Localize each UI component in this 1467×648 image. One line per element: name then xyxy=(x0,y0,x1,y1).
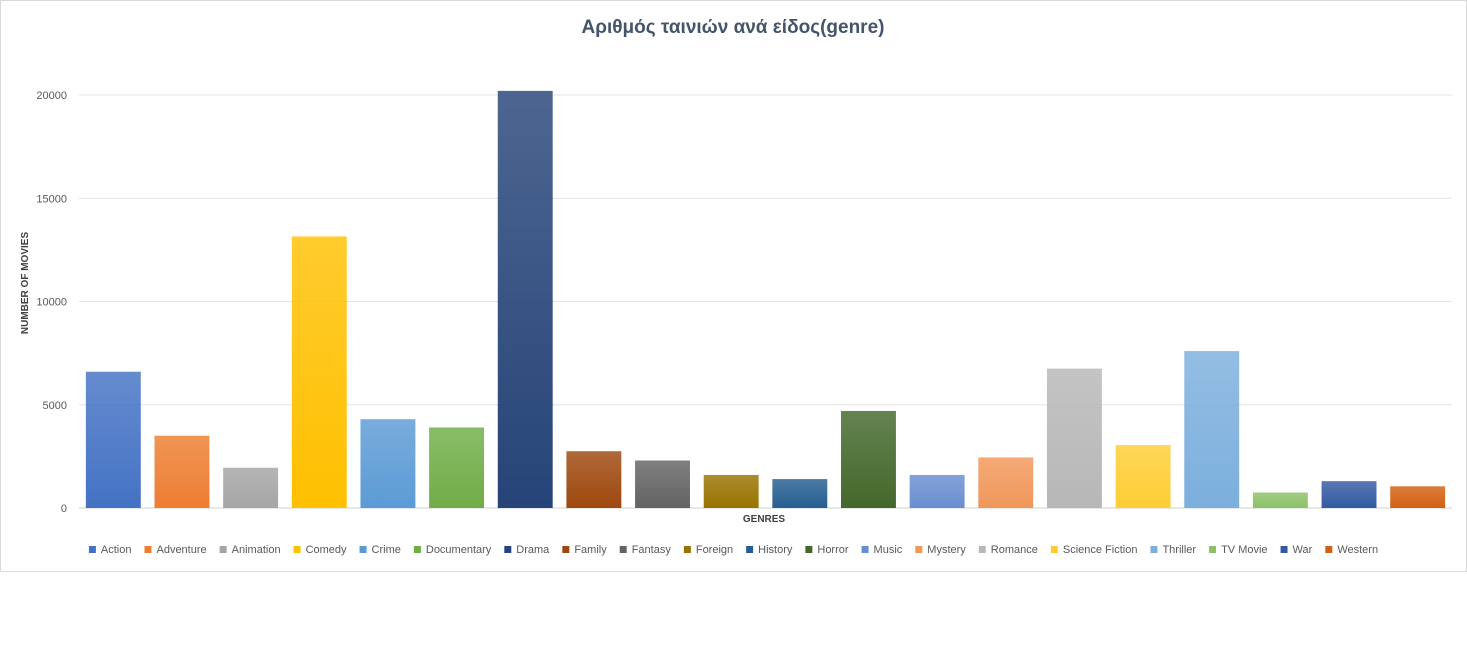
legend-swatch xyxy=(219,546,227,553)
legend-swatch xyxy=(1280,546,1288,553)
legend-item-adventure: Adventure xyxy=(156,544,206,556)
legend-item-documentary: Documentary xyxy=(426,544,492,556)
legend-item-fantasy: Fantasy xyxy=(632,544,672,556)
legend-item-tv-movie: TV Movie xyxy=(1221,544,1267,556)
legend-item-mystery: Mystery xyxy=(927,544,966,556)
legend-swatch xyxy=(144,546,152,553)
bar-horror xyxy=(841,410,896,508)
legend-item-animation: Animation xyxy=(232,544,281,556)
legend-item-action: Action xyxy=(101,544,132,556)
legend-item-music: Music xyxy=(874,544,903,556)
chart-title: Αριθμός ταινιών ανά είδος(genre) xyxy=(582,17,885,38)
bar-adventure xyxy=(154,435,210,508)
bar-family xyxy=(566,451,622,508)
legend-swatch xyxy=(562,546,570,553)
legend-item-western: Western xyxy=(1337,544,1378,556)
bar-drama xyxy=(497,90,553,509)
gridlines xyxy=(79,94,1452,509)
bar-fantasy xyxy=(635,460,690,508)
legend-swatch xyxy=(1325,546,1333,553)
legend: Action Adventure Animation Comedy Crime Docum… xyxy=(88,544,1378,556)
bar-animation xyxy=(223,467,279,508)
legend-swatch xyxy=(805,546,813,553)
legend-item-family: Family xyxy=(574,544,607,556)
chart-area: Αριθμός ταινιών ανά είδος(genre) 0 5000 10… xyxy=(0,0,1467,572)
legend-swatch xyxy=(359,546,367,553)
legend-item-science-fiction: Science Fiction xyxy=(1063,544,1138,556)
legend-item-drama: Drama xyxy=(516,544,550,556)
legend-item-thriller: Thriller xyxy=(1162,544,1196,556)
y-tick-label: 15000 xyxy=(36,193,67,205)
legend-item-war: War xyxy=(1293,544,1313,556)
x-axis-title: GENRES xyxy=(743,514,786,525)
y-tick-label: 10000 xyxy=(36,297,67,309)
bar-history xyxy=(772,479,828,508)
legend-swatch xyxy=(861,546,869,553)
legend-swatch xyxy=(88,546,96,553)
legend-item-comedy: Comedy xyxy=(306,544,347,556)
y-tick-label: 0 xyxy=(61,503,67,515)
y-tick-label: 20000 xyxy=(36,90,67,102)
bars xyxy=(85,90,1446,509)
y-axis-title: NUMBER OF MOVIES xyxy=(20,232,31,335)
legend-item-horror: Horror xyxy=(817,544,849,556)
legend-swatch xyxy=(293,546,301,553)
legend-swatch xyxy=(619,546,627,553)
legend-swatch xyxy=(746,546,754,553)
bar-romance xyxy=(1046,368,1102,508)
bar-tv-movie xyxy=(1252,492,1308,508)
bar-mystery xyxy=(978,457,1034,508)
legend-swatch xyxy=(1050,546,1058,553)
bar-war xyxy=(1321,481,1377,508)
bar-thriller xyxy=(1184,351,1240,508)
legend-swatch xyxy=(504,546,512,553)
legend-item-foreign: Foreign xyxy=(696,544,733,556)
bar-chart: Αριθμός ταινιών ανά είδος(genre) 0 5000 10… xyxy=(20,17,1452,556)
legend-swatch xyxy=(683,546,691,553)
y-axis-ticks: 0 5000 10000 15000 20000 xyxy=(36,90,67,515)
bar-crime xyxy=(360,419,416,508)
legend-item-crime: Crime xyxy=(372,544,401,556)
bar-documentary xyxy=(429,427,485,508)
bar-foreign xyxy=(703,474,759,508)
bar-music xyxy=(909,474,965,508)
bar-western xyxy=(1390,486,1446,508)
y-tick-label: 5000 xyxy=(43,400,67,412)
bar-science-fiction xyxy=(1115,445,1171,508)
bar-comedy xyxy=(291,236,347,508)
legend-swatch xyxy=(978,546,986,553)
legend-swatch xyxy=(1209,546,1217,553)
legend-item-history: History xyxy=(758,544,793,556)
legend-item-romance: Romance xyxy=(991,544,1038,556)
legend-swatch xyxy=(413,546,421,553)
legend-swatch xyxy=(915,546,923,553)
legend-swatch xyxy=(1150,546,1158,553)
bar-action xyxy=(85,371,141,508)
